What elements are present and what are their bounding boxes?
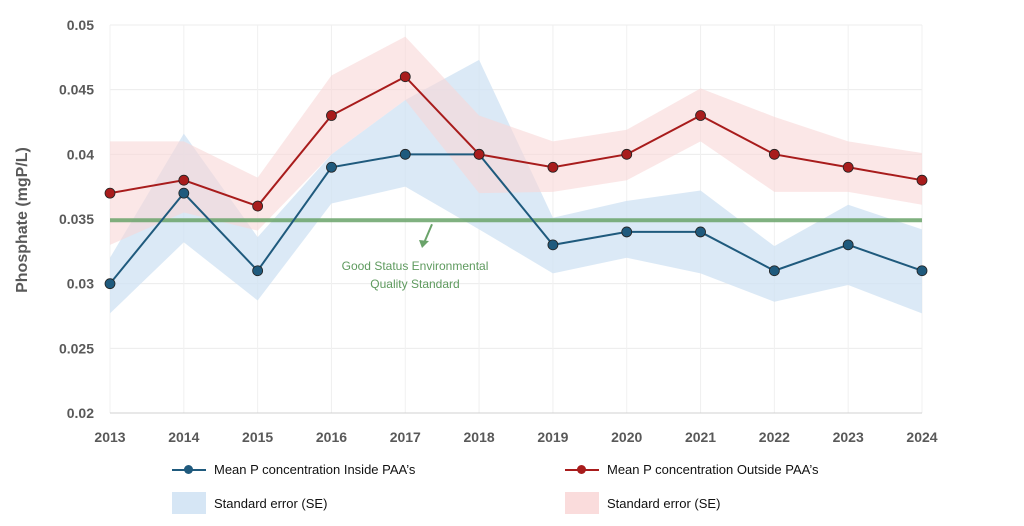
x-tick-label: 2018 [464,429,495,445]
legend-inside-se: Standard error (SE) [172,492,327,514]
data-point [695,226,706,238]
y-tick-label: 0.025 [59,340,94,356]
y-tick-label: 0.045 [59,82,94,98]
x-tick-label: 2014 [168,429,199,445]
legend-label: Standard error (SE) [607,495,721,511]
data-point [178,174,190,186]
se-band-1 [110,36,922,245]
reference-label-line2: Quality Standard [370,277,459,291]
x-tick-label: 2013 [94,429,125,445]
legend-label: Mean P concentration Inside PAA’s [214,462,416,477]
legend-swatch [565,492,599,514]
y-tick-label: 0.035 [59,211,94,227]
data-point [252,265,264,277]
y-tick-label: 0.02 [67,405,94,421]
x-tick-label: 2017 [390,429,421,445]
reference-arrow-icon [423,223,433,244]
data-point [104,187,116,199]
series-line-0 [109,153,923,285]
data-point [768,265,780,277]
data-point [916,265,928,277]
data-point [621,148,633,160]
reference-label-line1: Good Status Environmental [342,259,489,273]
legend-label: Standard error (SE) [214,495,328,511]
series-line-1 [109,75,923,208]
data-point [842,161,854,173]
legend-line-marker-icon [172,464,206,474]
data-point [916,174,928,186]
x-tick-label: 2021 [685,429,716,445]
x-tick-label: 2019 [537,429,568,445]
x-tick-label: 2024 [906,429,937,445]
data-point [473,148,485,160]
data-point [547,161,559,173]
y-tick-label: 0.04 [67,146,94,162]
legend-label: Mean P concentration Outside PAA’s [607,462,819,477]
data-point [547,239,559,251]
x-tick-label: 2015 [242,429,273,445]
legend-line-marker-icon [565,464,599,474]
x-tick-label: 2023 [833,429,864,445]
reference-arrowhead-icon [419,240,429,248]
x-tick-label: 2022 [759,429,790,445]
data-point [842,239,854,251]
data-point [399,148,411,160]
x-tick-label: 2020 [611,429,642,445]
y-tick-label: 0.03 [67,276,94,292]
data-point [326,161,337,173]
y-axis-label: Phosphate (mgP/L) [14,147,31,293]
legend-inside-mean: Mean P concentration Inside PAA’s [172,462,415,477]
data-point [104,278,116,290]
data-point [621,226,633,238]
x-tick-label: 2016 [316,429,347,445]
y-tick-label: 0.05 [67,17,94,33]
data-point [399,71,411,83]
legend-outside-mean: Mean P concentration Outside PAA’s [565,462,819,477]
legend-outside-se: Standard error (SE) [565,492,720,514]
data-point [252,200,264,212]
data-point [326,110,337,121]
legend-swatch [172,492,206,514]
data-point [695,110,706,121]
data-point [178,187,190,199]
data-point [768,148,780,160]
